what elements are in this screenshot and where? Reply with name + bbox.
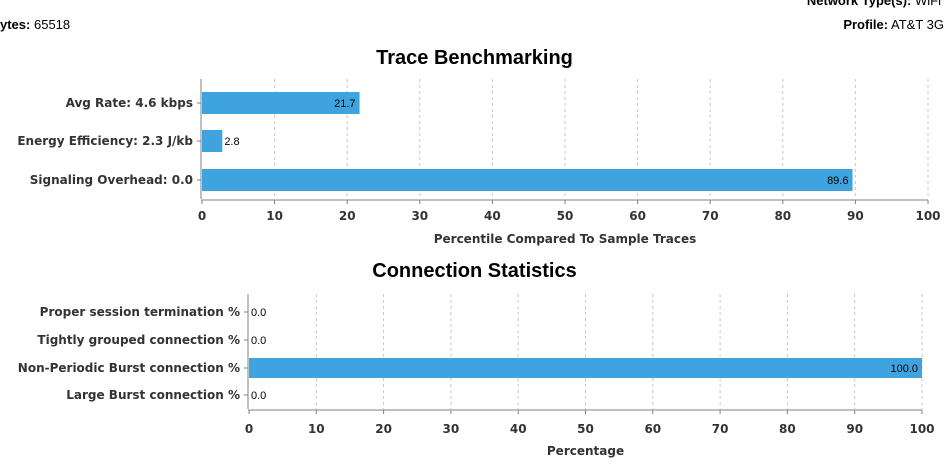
category-label: Signaling Overhead: 0.0 xyxy=(30,173,193,187)
data-label: 0.0 xyxy=(251,390,266,402)
x-tick-label: 80 xyxy=(774,209,791,223)
x-tick-label: 40 xyxy=(484,209,501,223)
x-tick-label: 90 xyxy=(847,209,864,223)
bar xyxy=(202,169,853,191)
category-label: Non-Periodic Burst connection % xyxy=(18,361,240,375)
x-tick-label: 80 xyxy=(779,422,796,436)
trace-benchmarking-title: Trace Benchmarking xyxy=(376,47,573,69)
data-label: 100.0 xyxy=(890,363,918,375)
data-label: 2.8 xyxy=(224,136,239,148)
bar xyxy=(249,358,922,378)
x-tick-label: 70 xyxy=(702,209,719,223)
connection-statistics-title: Connection Statistics xyxy=(372,260,577,282)
x-tick-label: 40 xyxy=(510,422,527,436)
data-label: 89.6 xyxy=(827,175,848,187)
x-tick-label: 70 xyxy=(712,422,729,436)
x-tick-label: 0 xyxy=(245,422,253,436)
x-tick-label: 20 xyxy=(375,422,392,436)
x-tick-label: 30 xyxy=(411,209,428,223)
data-label: 0.0 xyxy=(251,307,266,319)
network-type-info: Network Type(s): WiFi xyxy=(807,0,941,8)
bytes-label: ytes: xyxy=(0,17,31,32)
category-label: Energy Efficiency: 2.3 J/kb xyxy=(17,134,193,148)
bar xyxy=(202,130,223,152)
x-tick-label: 100 xyxy=(915,209,940,223)
profile-info: Profile: AT&T 3G xyxy=(843,17,944,32)
x-tick-label: 10 xyxy=(308,422,325,436)
category-label: Proper session termination % xyxy=(40,305,240,319)
x-tick-label: 30 xyxy=(443,422,460,436)
x-tick-label: 100 xyxy=(909,422,934,436)
category-label: Avg Rate: 4.6 kbps xyxy=(66,96,193,110)
network-type-label: Network Type(s): xyxy=(806,0,912,8)
data-label: 0.0 xyxy=(251,335,266,347)
x-axis-label: Percentage xyxy=(547,444,624,458)
profile-label: Profile: xyxy=(843,17,889,32)
x-axis-label: Percentile Compared To Sample Traces xyxy=(434,232,697,246)
x-tick-label: 50 xyxy=(577,422,594,436)
data-label: 21.7 xyxy=(334,98,355,110)
x-tick-label: 90 xyxy=(846,422,863,436)
category-label: Tightly grouped connection % xyxy=(37,333,240,347)
x-tick-label: 50 xyxy=(557,209,574,223)
x-tick-label: 60 xyxy=(629,209,646,223)
x-tick-label: 10 xyxy=(266,209,283,223)
bytes-value: 65518 xyxy=(33,17,71,32)
x-tick-label: 0 xyxy=(198,209,206,223)
x-tick-label: 20 xyxy=(339,209,356,223)
bar xyxy=(202,92,360,114)
category-label: Large Burst connection % xyxy=(66,388,240,402)
profile-value: AT&T 3G xyxy=(891,17,944,32)
bytes-info: ytes: 65518 xyxy=(0,17,70,32)
x-tick-label: 60 xyxy=(644,422,661,436)
network-type-value: WiFi xyxy=(915,0,941,8)
